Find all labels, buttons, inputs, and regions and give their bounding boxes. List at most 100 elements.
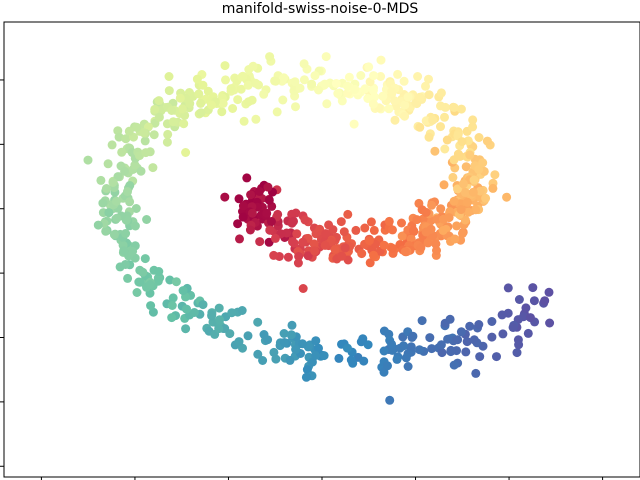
scatter-point [182,304,191,314]
scatter-point [456,205,466,215]
scatter-point [251,78,261,88]
scatter-point [514,295,524,304]
scatter-point [379,326,389,336]
scatter-point [131,204,141,213]
scatter-point [234,337,244,347]
scatter-point [285,355,295,365]
scatter-point [426,224,436,234]
scatter-point [453,184,462,194]
scatter-point [478,158,488,168]
scatter-point [387,243,397,253]
scatter-point [379,240,389,250]
scatter-point [424,74,433,84]
scatter-point [331,79,341,88]
scatter-point [356,71,366,80]
scatter-point [198,80,208,90]
scatter-point [150,104,160,114]
scatter-point [439,180,449,190]
scatter-point [198,300,208,310]
scatter-point [104,208,114,218]
scatter-point [545,318,555,328]
scatter-point [322,99,332,109]
scatter-point [196,98,206,108]
scatter-point [233,95,243,105]
scatter-point [432,246,441,255]
scatter-point [461,162,471,172]
scatter-point [376,55,386,65]
scatter-point [214,324,224,334]
scatter-point [415,92,425,102]
scatter-point [177,104,187,114]
scatter-point [342,343,352,353]
scatter-point [146,301,156,311]
scatter-point [403,92,413,102]
scatter-point [488,183,498,193]
scatter-point [449,360,459,370]
scatter-point [387,339,397,349]
scatter-point [83,155,93,165]
scatter-point [314,343,323,353]
scatter-point [366,217,376,227]
scatter-point [154,112,164,122]
scatter-point [368,99,378,109]
scatter-point [178,286,188,296]
scatter-point [487,317,497,326]
scatter-point [436,340,446,350]
scatter-point [528,283,538,293]
scatter-point [487,332,497,342]
scatter-point [508,323,518,332]
scatter-point [278,95,288,105]
scatter-point [400,111,410,121]
scatter-point [474,320,484,329]
scatter-point [444,213,454,223]
scatter-point [340,243,350,253]
scatter-point [179,119,189,129]
scatter-point [138,267,148,277]
scatter-point [142,215,152,224]
scatter-point [214,303,224,313]
scatter-point [421,207,431,217]
scatter-point [360,84,370,94]
scatter-point [244,97,254,107]
scatter-point [189,308,199,317]
scatter-point [446,347,456,357]
scatter-point [436,88,446,98]
scatter-point [112,213,122,223]
scatter-point [474,133,484,142]
scatter-point [301,372,311,382]
scatter-point [364,236,374,246]
scatter-point [445,314,455,324]
scatter-point [432,214,442,224]
scatter-point [428,115,438,125]
scatter-points [83,52,555,405]
scatter-point [287,209,297,219]
scatter-point [168,293,178,303]
scatter-point [310,71,320,81]
scatter-point [255,237,265,247]
scatter-point [342,81,352,91]
scatter-point [383,361,392,371]
scatter-point [265,225,275,235]
scatter-point [145,280,155,289]
scatter-point [385,395,395,405]
scatter-point [468,187,478,197]
scatter-point [365,258,375,268]
scatter-point [243,331,253,341]
scatter-point [462,337,472,347]
scatter-point [425,333,435,343]
scatter-point [128,246,138,256]
scatter-point [416,243,426,253]
scatter-point [269,250,279,260]
scatter-point [415,345,424,355]
scatter-point [243,80,253,90]
scatter-point [162,137,172,147]
scatter-point [288,237,297,247]
scatter-point [124,126,134,136]
scatter-point [468,122,478,132]
scatter-point [339,227,349,237]
scatter-point [465,321,475,331]
scatter-point [279,338,289,347]
scatter-point [218,98,228,108]
scatter-point [455,151,465,161]
scatter-point [299,75,309,85]
